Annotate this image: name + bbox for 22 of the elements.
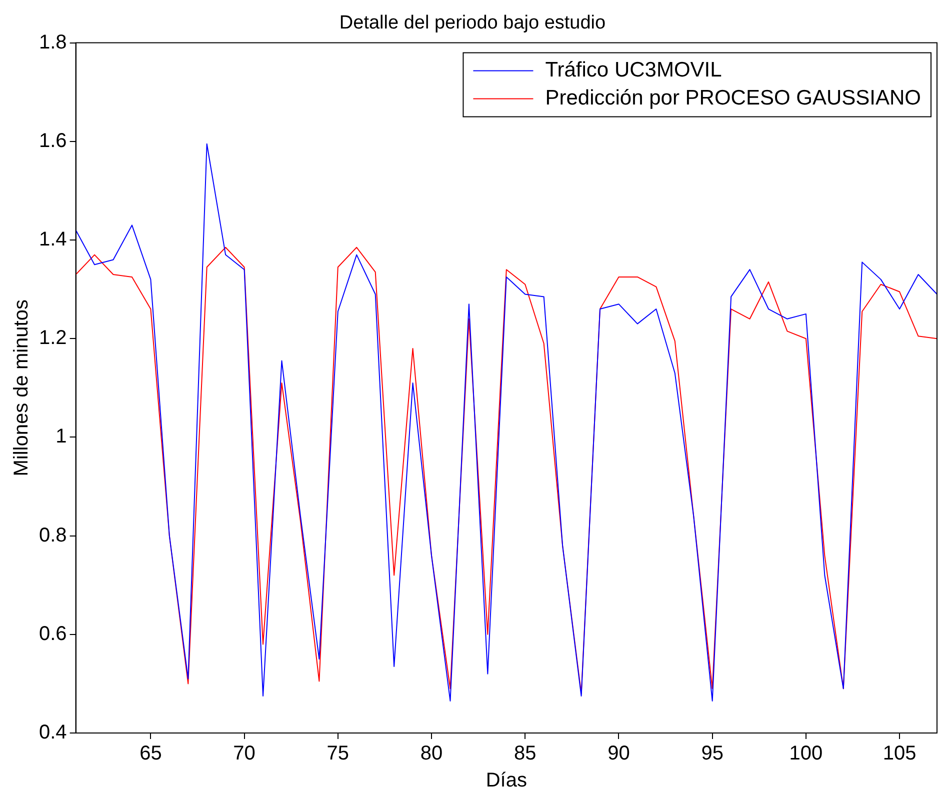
x-tick-label: 65 xyxy=(140,742,162,765)
y-tick-label: 0.8 xyxy=(38,524,67,546)
legend-label: Tráfico UC3MOVIL xyxy=(545,58,722,82)
x-tick-label: 100 xyxy=(789,742,823,765)
y-axis-title: Millones de minutos xyxy=(10,300,33,476)
y-tick-label: 1.6 xyxy=(38,130,67,152)
legend-label: Predicción por PROCESO GAUSSIANO xyxy=(545,86,922,110)
x-tick-label: 90 xyxy=(608,742,630,765)
x-tick-label: 70 xyxy=(233,742,256,765)
y-tick-label: 0.6 xyxy=(38,622,67,645)
x-tick-label: 105 xyxy=(882,742,916,765)
x-tick-label: 80 xyxy=(420,742,443,765)
y-tick-label: 1.2 xyxy=(38,327,67,350)
y-tick-label: 1.8 xyxy=(38,31,67,54)
y-tick-label: 1.4 xyxy=(38,228,67,251)
x-tick-label: 95 xyxy=(701,742,724,765)
x-tick-label: 85 xyxy=(514,742,536,765)
y-tick-label: 1 xyxy=(56,426,67,448)
y-tick-label: 0.4 xyxy=(38,722,67,744)
chart-title: Detalle del periodo bajo estudio xyxy=(339,12,606,34)
x-axis-title: Días xyxy=(486,770,527,792)
x-tick-label: 75 xyxy=(326,742,350,765)
